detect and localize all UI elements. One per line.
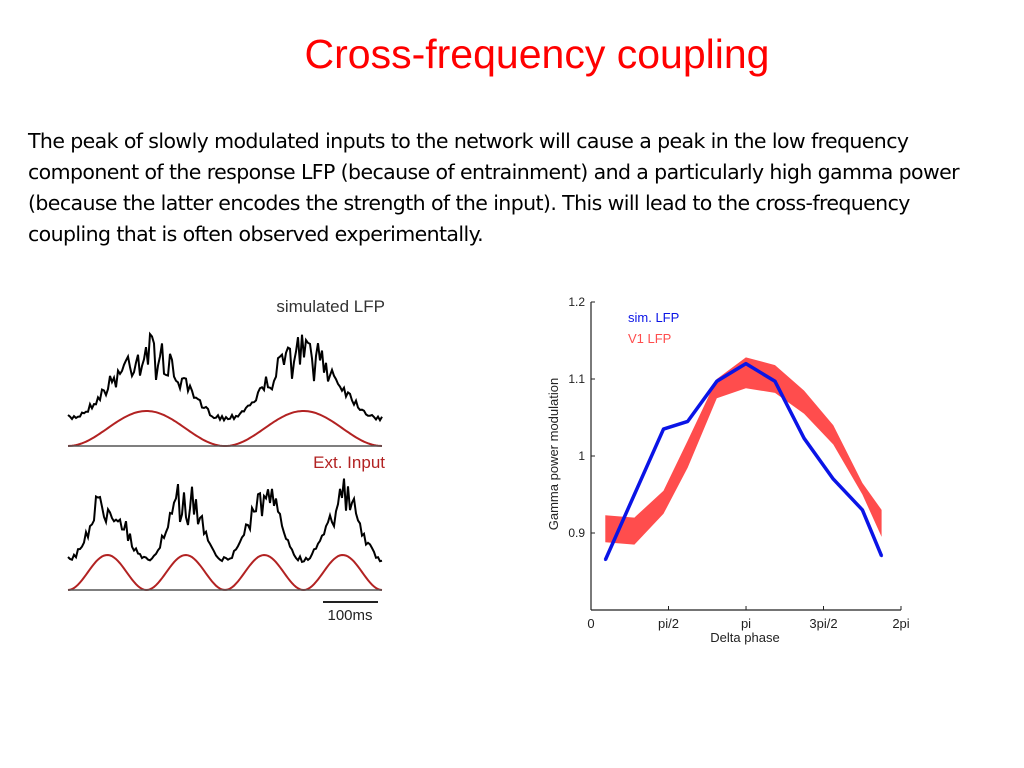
- sim-lfp-point: [604, 558, 607, 562]
- ext-input-label: Ext. Input: [313, 453, 385, 472]
- series-line-layer: [603, 361, 884, 562]
- scale-bar-label: 100ms: [327, 607, 372, 624]
- sim-lfp-point: [773, 380, 777, 383]
- lfp-trace-bottom: [67, 478, 383, 564]
- sim-lfp-point: [880, 554, 883, 558]
- simulated-lfp-label: simulated LFP: [276, 297, 385, 316]
- legend-entry: V1 LFP: [628, 331, 671, 346]
- slide-title: Cross-frequency coupling: [304, 31, 770, 77]
- axes: 0 pi/2 pi 3pi/2 2pi 0.9 1 1.1 1.2: [568, 295, 909, 631]
- x-axis-label: Delta phase: [710, 630, 779, 645]
- sim-lfp-point: [686, 420, 689, 423]
- x-tick-label: pi/2: [658, 616, 679, 631]
- sim-lfp-point: [744, 362, 748, 365]
- simulated-lfp-figure: simulated LFP Ext. Input 100ms: [67, 297, 385, 624]
- sim-lfp-point: [715, 380, 719, 383]
- y-tick-label: 1.2: [568, 295, 585, 309]
- sim-lfp-point: [633, 493, 636, 496]
- legend: sim. LFP V1 LFP: [628, 310, 679, 346]
- y-tick-label: 1.1: [568, 372, 585, 386]
- y-tick-label: 1: [578, 449, 585, 463]
- x-tick-label: 0: [587, 616, 594, 631]
- input-trace-top: [67, 410, 383, 447]
- sim-lfp-point: [662, 427, 665, 431]
- y-tick-label: 0.9: [568, 526, 585, 540]
- sim-lfp-point: [861, 508, 864, 512]
- x-tick-label: pi: [741, 616, 751, 631]
- slide-body-text: The peak of slowly modulated inputs to t…: [28, 129, 960, 246]
- lfp-trace-top: [67, 331, 383, 423]
- x-tick-label: 3pi/2: [809, 616, 837, 631]
- input-trace-bottom: [67, 553, 383, 592]
- legend-entry: sim. LFP: [628, 310, 679, 325]
- sim-lfp-point: [832, 477, 835, 481]
- v1-lfp-band: [605, 357, 882, 545]
- sim-lfp-point: [802, 437, 806, 440]
- gamma-modulation-chart: 0 pi/2 pi 3pi/2 2pi 0.9 1 1.1 1.2 sim. LFP V1 LFP…: [546, 295, 910, 645]
- series-band-layer: [605, 357, 882, 545]
- x-tick-label: 2pi: [892, 616, 909, 631]
- y-axis-label: Gamma power modulation: [546, 378, 561, 530]
